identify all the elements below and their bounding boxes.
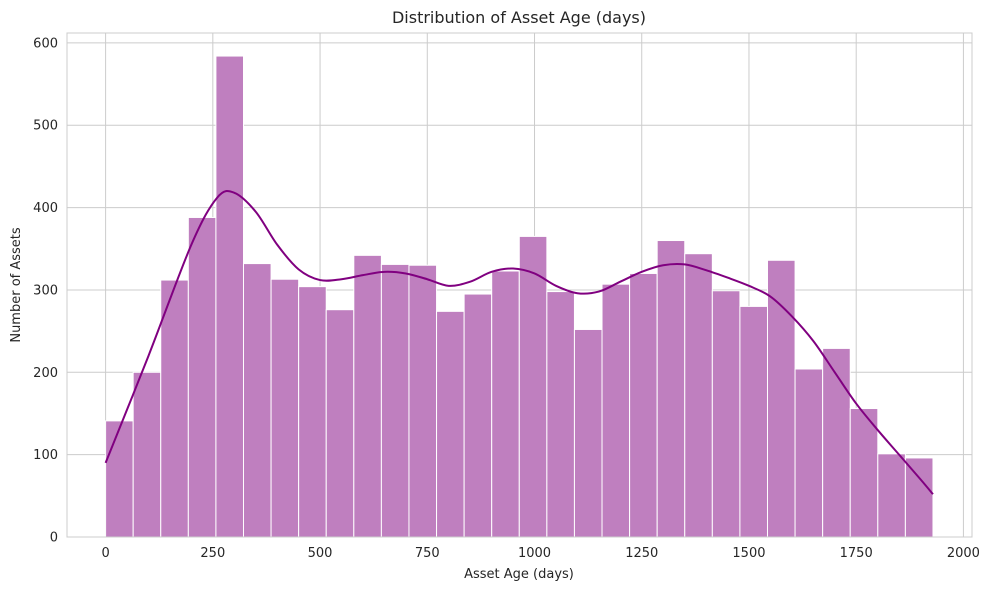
histogram-bar [877, 453, 906, 538]
y-tick-label: 600 [33, 36, 58, 51]
histogram-bar [325, 309, 355, 538]
y-tick-label: 300 [33, 283, 58, 298]
histogram-bar [160, 279, 189, 538]
histogram-bars [105, 55, 934, 538]
histogram-bar [794, 368, 824, 538]
x-tick-label: 750 [415, 546, 440, 561]
x-tick-label: 1750 [840, 546, 873, 561]
histogram-bar [353, 254, 382, 538]
histogram-bar [518, 235, 548, 538]
x-tick-label: 1500 [732, 546, 765, 561]
histogram-bar [242, 263, 272, 538]
histogram-bar [739, 305, 768, 538]
histogram-bar [270, 278, 300, 538]
histogram-bar [132, 371, 162, 538]
histogram-bar [436, 310, 465, 538]
histogram-bar [298, 286, 327, 538]
histogram-bar [656, 240, 686, 538]
x-axis-ticks: 0 250 500 750 1000 1250 1500 1750 2000 [101, 546, 980, 561]
x-tick-label: 1000 [518, 546, 551, 561]
y-axis-label: Number of Assets [9, 227, 24, 343]
chart-title: Distribution of Asset Age (days) [392, 8, 646, 27]
x-tick-label: 2000 [947, 546, 980, 561]
histogram-bar [463, 293, 493, 538]
histogram-bar [187, 216, 217, 538]
y-tick-label: 100 [33, 448, 58, 463]
histogram-bar [629, 272, 658, 538]
y-tick-label: 500 [33, 119, 58, 134]
histogram-bar [822, 347, 851, 538]
x-tick-label: 500 [308, 546, 333, 561]
histogram-bar [380, 263, 410, 538]
histogram-bar [573, 328, 603, 538]
x-tick-label: 250 [200, 546, 225, 561]
histogram-bar [491, 270, 520, 538]
histogram-bar [849, 408, 879, 538]
histogram-bar [105, 420, 134, 538]
x-axis-label: Asset Age (days) [464, 567, 574, 582]
histogram-bar [546, 291, 575, 538]
histogram-bar [408, 264, 438, 538]
histogram-bar [601, 283, 631, 538]
x-tick-label: 0 [101, 546, 109, 561]
y-axis-ticks: 0 100 200 300 400 500 600 [33, 36, 58, 545]
kde-curve [104, 190, 934, 495]
histogram-bar [766, 259, 796, 538]
y-tick-label: 200 [33, 366, 58, 381]
x-tick-label: 1250 [625, 546, 658, 561]
histogram-bar [684, 253, 713, 538]
histogram-bar [904, 457, 934, 538]
plot-frame [66, 32, 973, 538]
histogram-bar [215, 55, 244, 538]
y-tick-label: 0 [50, 531, 58, 546]
y-tick-label: 400 [33, 201, 58, 216]
histogram-bar [711, 290, 741, 538]
